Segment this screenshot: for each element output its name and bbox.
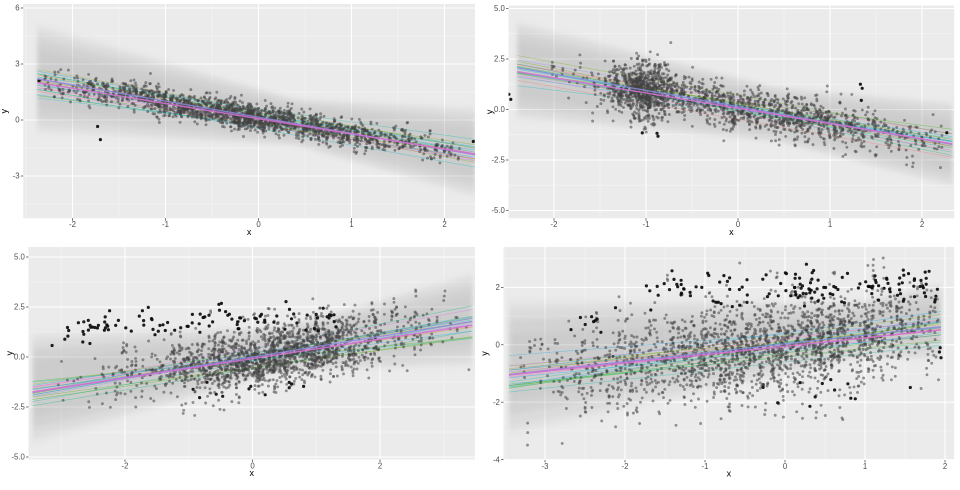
svg-text:0: 0 <box>256 220 261 229</box>
svg-text:5.0: 5.0 <box>494 4 506 13</box>
svg-text:0.0: 0.0 <box>494 105 506 114</box>
svg-text:y: y <box>485 109 495 114</box>
svg-text:0: 0 <box>15 116 20 125</box>
svg-text:x: x <box>247 227 252 237</box>
svg-text:-2: -2 <box>69 220 76 229</box>
svg-text:y: y <box>0 108 9 113</box>
svg-text:2.5: 2.5 <box>494 55 506 64</box>
svg-text:2: 2 <box>442 220 446 229</box>
svg-text:-2: -2 <box>551 220 558 229</box>
svg-text:2: 2 <box>920 220 924 229</box>
svg-text:-3: -3 <box>13 172 20 181</box>
svg-text:x: x <box>729 227 734 237</box>
svg-text:1: 1 <box>349 220 353 229</box>
svg-text:-5.0: -5.0 <box>491 206 505 215</box>
svg-text:0: 0 <box>736 220 741 229</box>
svg-text:6: 6 <box>15 4 19 13</box>
svg-text:-1: -1 <box>643 220 650 229</box>
svg-text:-1: -1 <box>162 220 169 229</box>
svg-text:1: 1 <box>828 220 832 229</box>
svg-text:-2.5: -2.5 <box>491 156 505 165</box>
svg-text:3: 3 <box>15 60 19 69</box>
